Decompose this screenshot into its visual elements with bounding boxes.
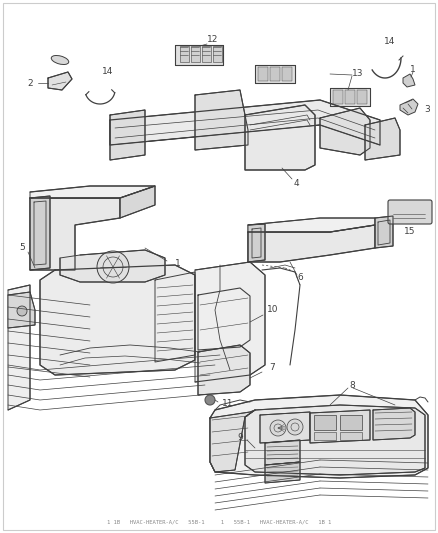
- Text: 7: 7: [269, 364, 275, 373]
- Text: 15: 15: [404, 228, 416, 237]
- Bar: [255, 65, 295, 83]
- Bar: [340, 432, 362, 440]
- Text: 6: 6: [297, 273, 303, 282]
- Polygon shape: [120, 186, 155, 218]
- Polygon shape: [260, 412, 310, 443]
- Polygon shape: [40, 265, 195, 375]
- Bar: [180, 46, 189, 62]
- Polygon shape: [8, 292, 35, 328]
- Bar: [333, 90, 343, 104]
- Bar: [213, 46, 222, 62]
- Bar: [175, 45, 223, 65]
- Polygon shape: [198, 288, 250, 350]
- Text: 2: 2: [27, 78, 33, 87]
- Bar: [282, 67, 292, 81]
- Text: 5: 5: [19, 244, 25, 253]
- Text: 14: 14: [384, 37, 396, 46]
- Text: 3: 3: [424, 106, 430, 115]
- Text: 11: 11: [222, 400, 234, 408]
- Text: 9: 9: [237, 433, 243, 442]
- Ellipse shape: [51, 55, 69, 64]
- Polygon shape: [30, 198, 120, 270]
- Polygon shape: [48, 72, 72, 90]
- Polygon shape: [30, 186, 155, 198]
- Bar: [191, 46, 200, 62]
- Circle shape: [270, 420, 286, 436]
- Polygon shape: [248, 218, 375, 232]
- Text: 8: 8: [349, 381, 355, 390]
- Text: 1: 1: [410, 66, 416, 75]
- Polygon shape: [375, 216, 393, 248]
- Text: 10: 10: [267, 305, 279, 314]
- Polygon shape: [198, 345, 250, 395]
- Circle shape: [205, 395, 215, 405]
- Bar: [340, 415, 362, 430]
- Polygon shape: [195, 90, 248, 150]
- Bar: [202, 46, 211, 62]
- Bar: [330, 88, 370, 106]
- Text: 1: 1: [175, 259, 181, 268]
- Polygon shape: [30, 196, 50, 270]
- Circle shape: [17, 306, 27, 316]
- Polygon shape: [320, 108, 370, 155]
- Polygon shape: [60, 250, 165, 282]
- Bar: [345, 90, 355, 104]
- Polygon shape: [210, 410, 255, 472]
- Text: 12: 12: [207, 36, 219, 44]
- Circle shape: [287, 419, 303, 435]
- Bar: [314, 415, 336, 430]
- Polygon shape: [110, 110, 145, 160]
- Polygon shape: [365, 118, 400, 160]
- Polygon shape: [8, 285, 30, 410]
- Polygon shape: [210, 395, 428, 478]
- Polygon shape: [403, 74, 415, 87]
- Bar: [258, 67, 268, 81]
- Text: 1 1B   HVAC-HEATER-A/C   55B-1     1   55B-1   HVAC-HEATER-A/C   1B 1: 1 1B HVAC-HEATER-A/C 55B-1 1 55B-1 HVAC-…: [107, 520, 331, 525]
- Polygon shape: [245, 105, 315, 170]
- Text: 13: 13: [352, 69, 364, 77]
- Polygon shape: [310, 410, 370, 443]
- Text: 4: 4: [293, 179, 299, 188]
- Bar: [314, 432, 336, 440]
- Polygon shape: [265, 462, 300, 483]
- Bar: [357, 90, 367, 104]
- Polygon shape: [265, 440, 300, 465]
- Polygon shape: [248, 225, 375, 262]
- Bar: [270, 67, 280, 81]
- Polygon shape: [248, 224, 265, 262]
- Polygon shape: [373, 408, 415, 440]
- FancyBboxPatch shape: [388, 200, 432, 224]
- Text: 14: 14: [102, 68, 114, 77]
- Polygon shape: [245, 405, 425, 475]
- Polygon shape: [195, 262, 265, 382]
- Circle shape: [97, 251, 129, 283]
- Polygon shape: [400, 99, 418, 115]
- Polygon shape: [110, 100, 380, 145]
